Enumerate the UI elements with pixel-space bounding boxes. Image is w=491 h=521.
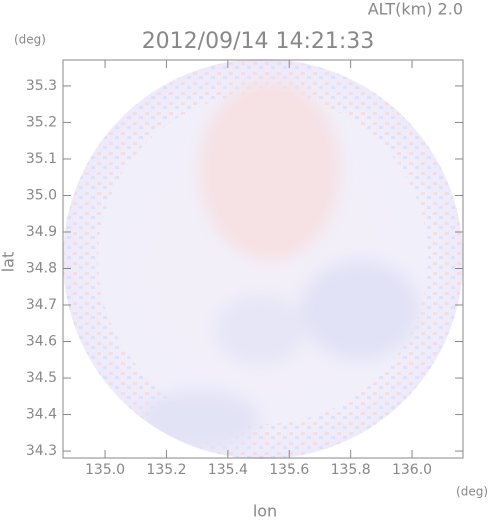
y-tick-label: 34.5 (26, 370, 57, 386)
y-tick-label: 34.7 (26, 297, 57, 313)
y-tick-label: 34.8 (26, 260, 57, 276)
subtitle: ALT(km) 2.0 (368, 0, 463, 19)
y-tick-label: 34.6 (26, 334, 57, 350)
x-axis-label: lon (253, 502, 277, 521)
y-axis-label: lat (0, 252, 18, 273)
chart-title: 2012/09/14 14:21:33 (142, 29, 375, 54)
x-tick-label: 135.4 (208, 462, 248, 478)
y-tick-label: 34.4 (26, 407, 57, 423)
y-unit: (deg) (14, 33, 46, 47)
y-tick-label: 34.3 (26, 443, 57, 459)
y-tick-label: 35.0 (26, 187, 57, 203)
plot-frame (62, 59, 464, 459)
x-tick-label: 136.0 (392, 462, 432, 478)
x-tick-label: 135.8 (331, 462, 371, 478)
x-unit: (deg) (456, 485, 488, 499)
y-tick-label: 34.9 (26, 224, 57, 240)
y-tick-label: 35.3 (26, 78, 57, 94)
y-tick-label: 35.2 (26, 114, 57, 130)
x-tick-label: 135.6 (269, 462, 309, 478)
radar-field (63, 59, 463, 459)
y-tick-label: 35.1 (26, 151, 57, 167)
x-tick-label: 135.2 (146, 462, 186, 478)
x-tick-label: 135.0 (85, 462, 125, 478)
